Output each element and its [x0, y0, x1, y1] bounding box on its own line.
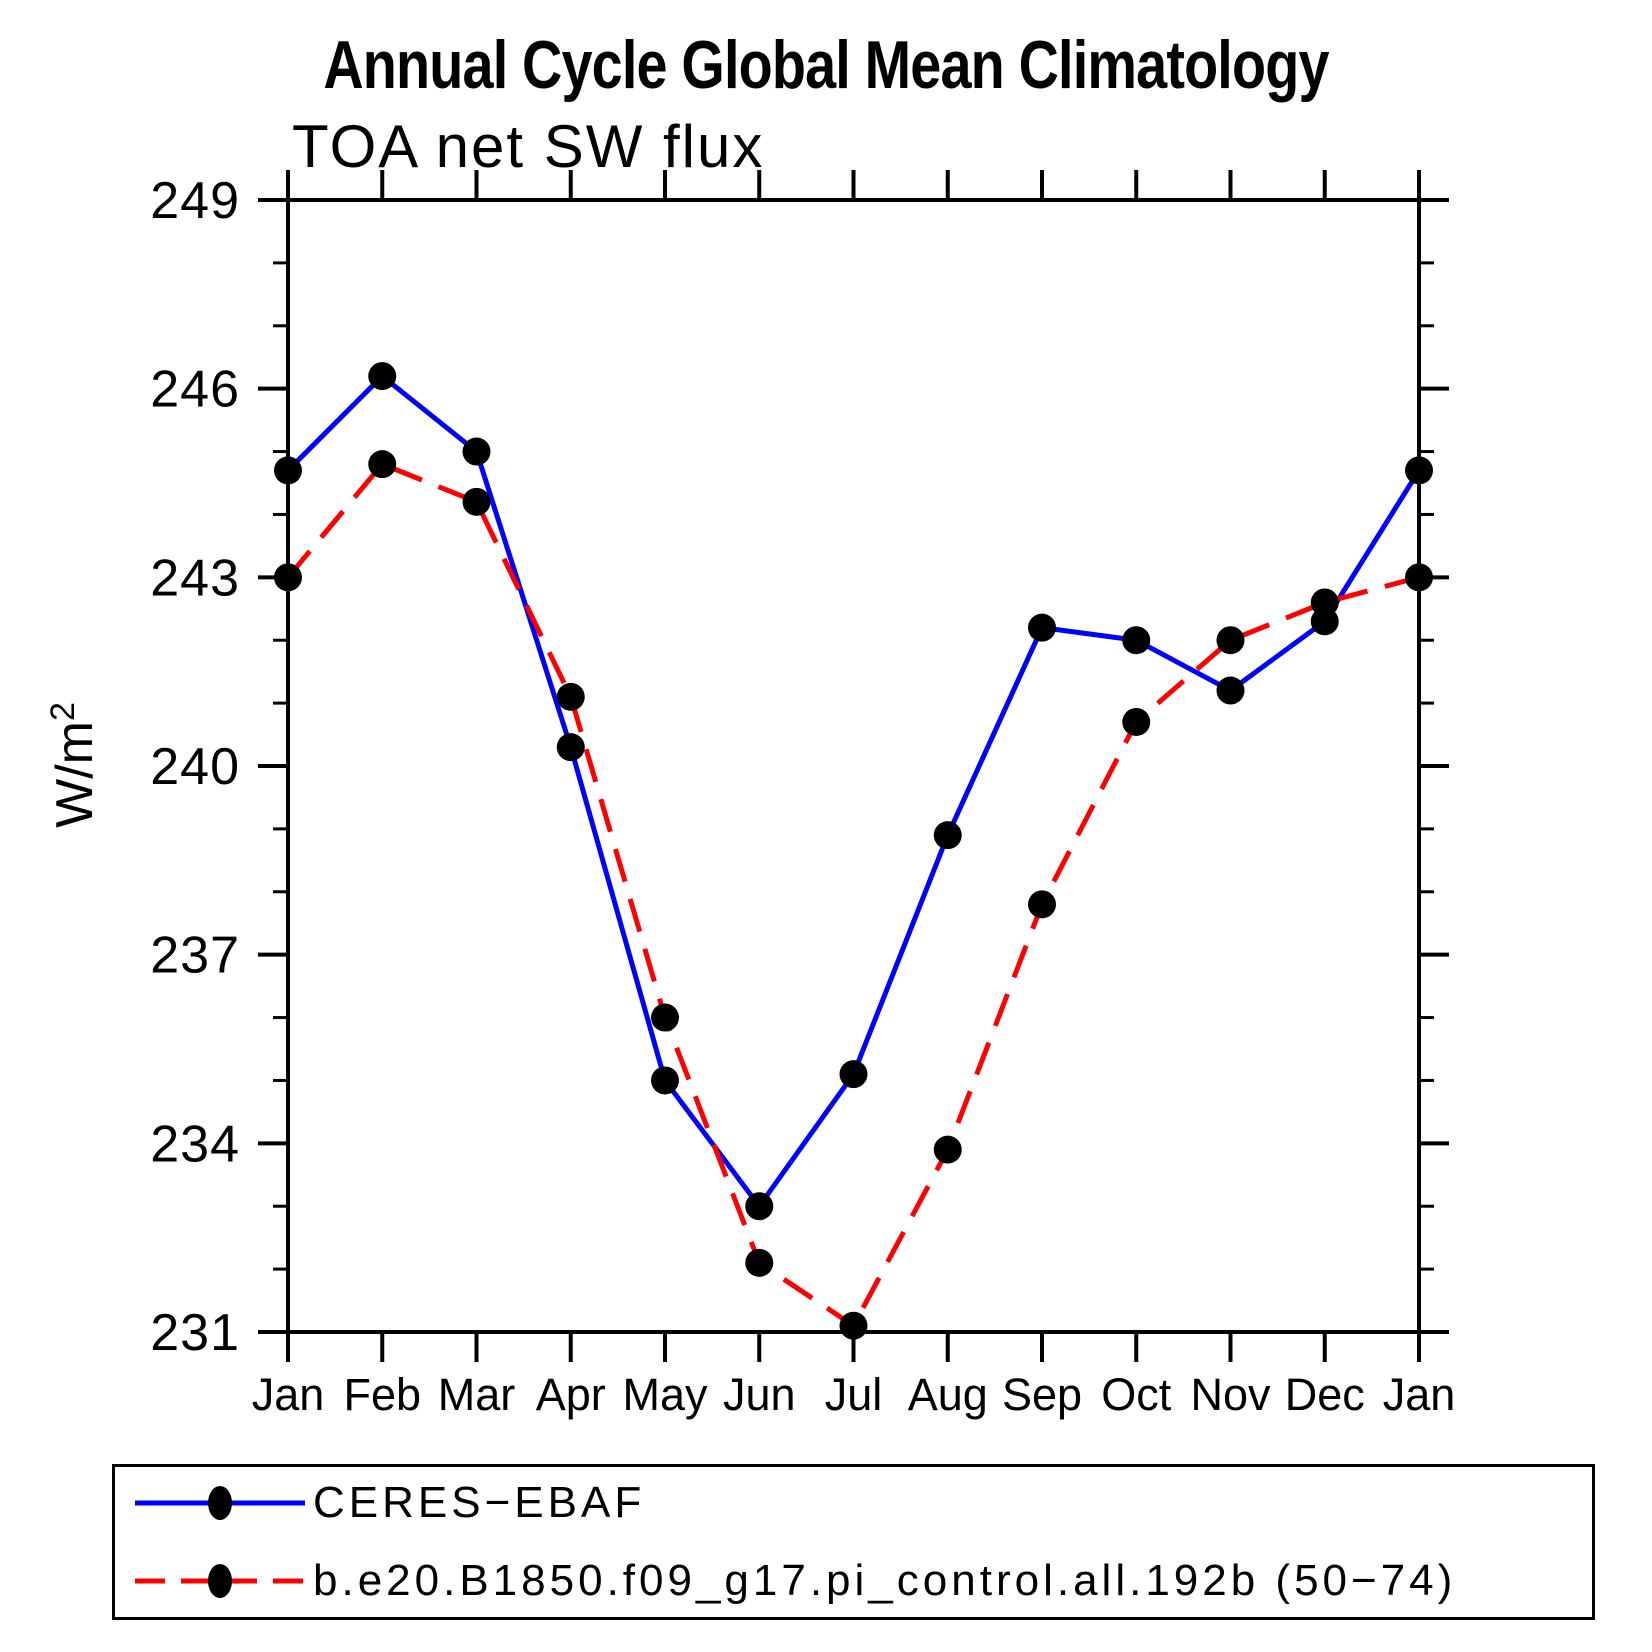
y-tick-label: 234	[150, 1115, 240, 1173]
x-tick-label: Feb	[343, 1369, 421, 1420]
y-tick-label: 240	[150, 738, 240, 796]
x-tick-label: Jul	[825, 1369, 883, 1420]
y-tick-label: 237	[150, 927, 240, 985]
y-tick-label: 231	[150, 1304, 240, 1362]
x-tick-label: Mar	[438, 1369, 516, 1420]
data-point-ceres-ebaf	[1216, 676, 1245, 705]
x-tick-label: Dec	[1285, 1369, 1365, 1420]
x-tick-label: Nov	[1190, 1369, 1271, 1420]
data-point-ceres-ebaf	[1405, 456, 1433, 485]
data-point-pi-control-model	[933, 1135, 962, 1164]
x-tick-label: Oct	[1101, 1369, 1172, 1420]
plot-frame	[286, 198, 1421, 1334]
legend-marker-pi-control-model	[208, 1564, 232, 1598]
data-point-pi-control-model	[1216, 626, 1245, 655]
data-point-ceres-ebaf	[651, 1066, 679, 1095]
y-tick-label: 243	[150, 549, 240, 607]
x-tick-label: Jan	[252, 1369, 325, 1420]
x-tick-label: May	[622, 1369, 708, 1420]
legend-item-ceres-ebaf: CERES−EBAF	[135, 1478, 1592, 1527]
data-point-ceres-ebaf	[745, 1192, 774, 1221]
data-point-ceres-ebaf	[556, 733, 585, 762]
y-tick-label: 246	[150, 361, 240, 419]
x-tick-label: Jan	[1383, 1369, 1456, 1420]
y-axis-label: W/m2	[44, 702, 104, 828]
legend-label-pi-control-model: b.e20.B1850.f09_g17.pi_control.all.192b …	[313, 1556, 1457, 1605]
data-point-pi-control-model	[556, 682, 585, 711]
data-point-pi-control-model	[1028, 890, 1056, 919]
series-line-pi-control-model	[286, 461, 1420, 1330]
legend-item-pi-control-model: b.e20.B1850.f09_g17.pi_control.all.192b …	[135, 1556, 1592, 1605]
legend-marker-ceres-ebaf	[208, 1486, 232, 1520]
data-point-pi-control-model	[1405, 563, 1433, 592]
chart-subtitle: TOA net SW flux	[292, 113, 765, 180]
x-tick-label: Jun	[723, 1369, 796, 1420]
x-tick-label: Apr	[536, 1369, 606, 1420]
x-tick-label: Sep	[1002, 1369, 1082, 1420]
data-point-pi-control-model	[462, 487, 491, 516]
legend-sample-dashed-line	[135, 1564, 305, 1598]
legend-label-ceres-ebaf: CERES−EBAF	[313, 1478, 646, 1527]
chart-title: Annual Cycle Global Mean Climatology	[323, 27, 1329, 103]
data-point-ceres-ebaf	[933, 821, 962, 850]
data-point-pi-control-model	[1310, 588, 1339, 617]
data-point-ceres-ebaf	[1122, 626, 1151, 655]
legend: CERES−EBAF b.e20.B1850.f09_g17.pi_contro…	[112, 1464, 1595, 1620]
data-point-pi-control-model	[839, 1311, 868, 1340]
data-point-ceres-ebaf	[839, 1060, 868, 1089]
legend-sample-solid-line	[135, 1486, 305, 1520]
data-point-pi-control-model	[745, 1248, 774, 1277]
data-point-ceres-ebaf	[462, 437, 491, 466]
x-tick-label: Aug	[908, 1369, 988, 1420]
data-point-pi-control-model	[1122, 707, 1151, 736]
data-point-pi-control-model	[368, 450, 397, 479]
data-point-pi-control-model	[651, 1003, 679, 1032]
data-point-pi-control-model	[274, 563, 302, 592]
data-point-ceres-ebaf	[1028, 613, 1056, 642]
y-tick-label: 249	[150, 172, 240, 230]
data-point-ceres-ebaf	[368, 362, 397, 391]
data-point-ceres-ebaf	[274, 456, 302, 485]
